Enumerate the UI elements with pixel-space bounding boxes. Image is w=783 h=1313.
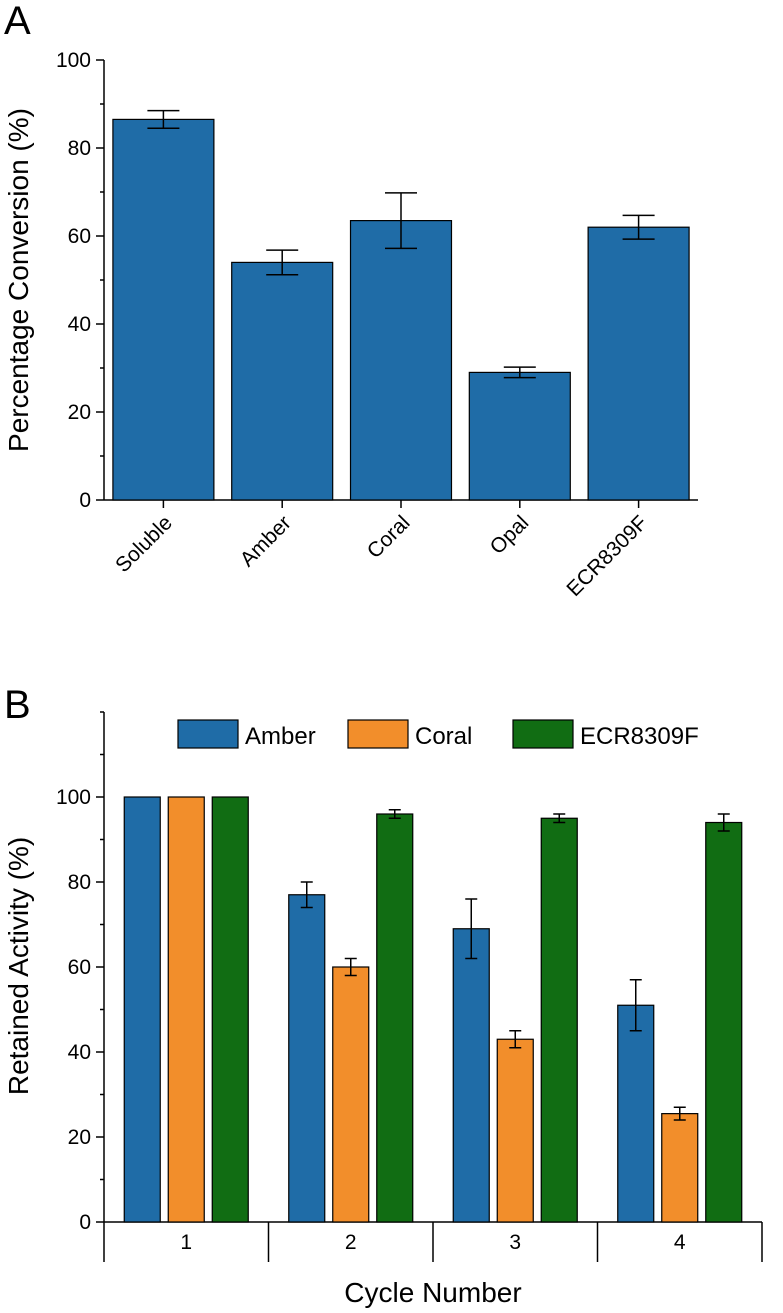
- chart-a-x-tick-label: Soluble: [111, 511, 177, 577]
- chart-b-bar: [211, 796, 249, 1223]
- chart-b-bar: [376, 813, 414, 1223]
- chart-b-legend-swatch: [347, 719, 409, 749]
- chart-b-y-tick-label: 80: [68, 871, 91, 894]
- chart-b-bar: [288, 894, 326, 1223]
- chart-b-bar: [123, 796, 161, 1223]
- chart-a-y-tick-label: 60: [68, 225, 91, 248]
- chart-b-bar: [452, 928, 490, 1223]
- chart-b-x-tick-label: 4: [674, 1231, 686, 1254]
- chart-b-x-tick-label: 3: [509, 1231, 521, 1254]
- chart-b-legend-label: Amber: [245, 723, 316, 750]
- chart-b-bar: [617, 1004, 655, 1223]
- chart-b-bar: [705, 821, 743, 1223]
- chart-b-y-tick-label: 0: [79, 1211, 91, 1234]
- panel-b-label: B: [4, 683, 31, 727]
- chart-b: Retained Activity (%) Cycle Number 0 20 40…: [3, 711, 763, 1308]
- chart-b-bar: [540, 817, 578, 1223]
- chart-a-y-tick-label: 100: [56, 49, 91, 72]
- chart-a-x-tick-label: Amber: [236, 511, 296, 571]
- chart-b-x-tick-label: 1: [180, 1231, 192, 1254]
- chart-b-y-axis-title: Retained Activity (%): [3, 837, 34, 1095]
- chart-a-x-tick-label: Opal: [486, 511, 534, 559]
- chart-b-y-tick-label: 20: [68, 1126, 91, 1149]
- panel-a-label: A: [4, 0, 31, 43]
- chart-a-bar: [112, 118, 215, 501]
- chart-a-x-tick-label: Coral: [363, 511, 415, 563]
- chart-b-legend-label: ECR8309F: [580, 723, 699, 750]
- chart-b-y-tick-label: 100: [56, 786, 91, 809]
- chart-a-y-axis-title: Percentage Conversion (%): [3, 108, 34, 452]
- chart-b-bar: [496, 1038, 534, 1223]
- chart-b-y-tick-label: 60: [68, 956, 91, 979]
- chart-b-x-axis-title: Cycle Number: [344, 1277, 521, 1308]
- chart-a-y-tick-label: 40: [68, 313, 91, 336]
- chart-b-legend-label: Coral: [415, 723, 472, 750]
- chart-b-bar: [332, 966, 370, 1223]
- chart-b-legend-swatch: [512, 719, 574, 749]
- chart-b-legend-swatch: [177, 719, 239, 749]
- chart-a-y-tick-label: 80: [68, 137, 91, 160]
- chart-b-bar: [167, 796, 205, 1223]
- chart-a-bar: [231, 261, 334, 501]
- chart-b-x-tick-label: 2: [345, 1231, 357, 1254]
- chart-a-bar: [349, 220, 453, 501]
- chart-a-y-tick-label: 0: [79, 489, 91, 512]
- chart-a: Percentage Conversion (%) 0 20 40 60 80 100 So…: [3, 49, 698, 601]
- chart-b-y-tick-label: 40: [68, 1041, 91, 1064]
- chart-a-bar: [587, 226, 690, 501]
- chart-b-bar: [661, 1113, 699, 1223]
- chart-a-x-tick-label: ECR8309F: [562, 511, 652, 601]
- chart-a-bar: [468, 371, 571, 501]
- chart-a-y-tick-label: 20: [68, 401, 91, 424]
